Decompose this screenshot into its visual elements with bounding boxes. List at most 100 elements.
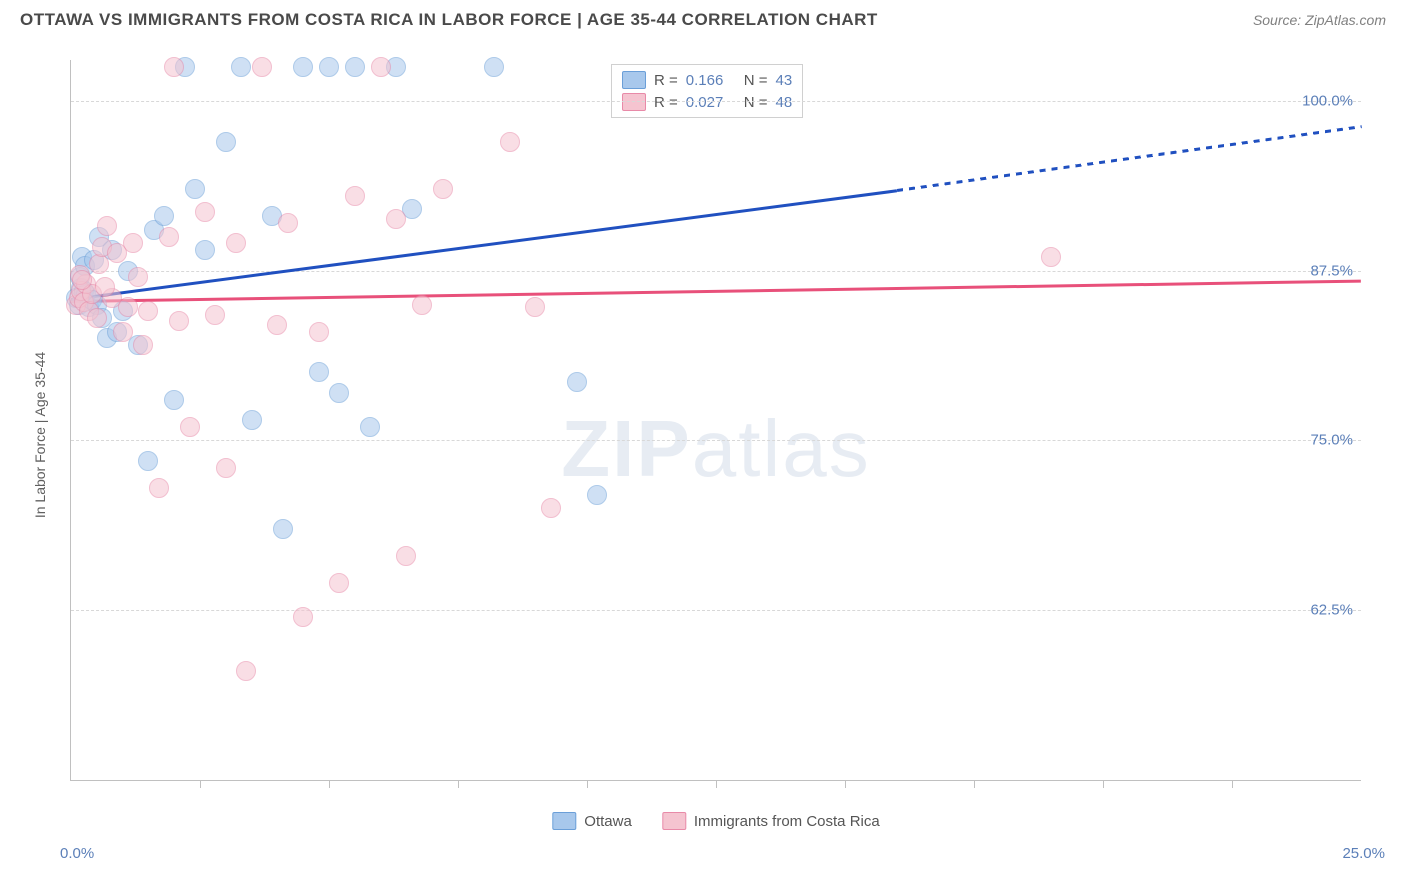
legend-item-costa-rica: Immigrants from Costa Rica <box>662 812 880 830</box>
scatter-point <box>541 498 561 518</box>
scatter-point <box>195 240 215 260</box>
x-max-label: 25.0% <box>1342 845 1385 862</box>
scatter-point <box>226 233 246 253</box>
scatter-point <box>293 57 313 77</box>
scatter-point <box>149 478 169 498</box>
swatch-blue-icon <box>552 812 576 830</box>
gridline-h <box>71 101 1361 102</box>
scatter-point <box>587 485 607 505</box>
scatter-point <box>252 57 272 77</box>
y-tick-label: 62.5% <box>1310 602 1353 619</box>
x-tick <box>458 780 459 788</box>
legend-label-ottawa: Ottawa <box>584 813 632 830</box>
watermark: ZIPatlas <box>561 403 870 495</box>
scatter-point <box>87 308 107 328</box>
source-label: Source: ZipAtlas.com <box>1253 12 1386 28</box>
gridline-h <box>71 610 1361 611</box>
scatter-point <box>293 607 313 627</box>
scatter-point <box>216 458 236 478</box>
trend-line-pink <box>71 280 1361 303</box>
scatter-point <box>118 297 138 317</box>
scatter-point <box>195 202 215 222</box>
scatter-point <box>433 179 453 199</box>
n-label: N = <box>744 94 768 111</box>
scatter-point <box>360 417 380 437</box>
scatter-point <box>231 57 251 77</box>
scatter-point <box>113 322 133 342</box>
x-tick <box>845 780 846 788</box>
legend-row-pink: R = 0.027 N = 48 <box>622 91 792 113</box>
scatter-point <box>180 417 200 437</box>
scatter-point <box>128 267 148 287</box>
x-tick <box>1232 780 1233 788</box>
scatter-point <box>412 295 432 315</box>
swatch-pink-icon <box>662 812 686 830</box>
n-value-blue: 43 <box>776 72 793 89</box>
scatter-point <box>484 57 504 77</box>
plot-area: ZIPatlas R = 0.166 N = 43 R = 0.027 N = … <box>70 60 1361 781</box>
scatter-point <box>216 132 236 152</box>
swatch-blue-icon <box>622 71 646 89</box>
scatter-point <box>567 372 587 392</box>
y-axis-label: In Labor Force | Age 35-44 <box>32 352 48 518</box>
watermark-bold: ZIP <box>561 404 691 493</box>
x-tick <box>200 780 201 788</box>
y-tick-label: 75.0% <box>1310 432 1353 449</box>
scatter-point <box>273 519 293 539</box>
gridline-h <box>71 440 1361 441</box>
scatter-point <box>1041 247 1061 267</box>
x-min-label: 0.0% <box>60 845 94 862</box>
chart-title: OTTAWA VS IMMIGRANTS FROM COSTA RICA IN … <box>20 10 878 30</box>
scatter-point <box>329 383 349 403</box>
r-value-blue: 0.166 <box>686 72 736 89</box>
x-tick <box>974 780 975 788</box>
scatter-point <box>164 390 184 410</box>
scatter-point <box>345 186 365 206</box>
x-tick <box>716 780 717 788</box>
scatter-point <box>72 270 92 290</box>
scatter-point <box>95 277 115 297</box>
scatter-point <box>319 57 339 77</box>
scatter-point <box>169 311 189 331</box>
legend-item-ottawa: Ottawa <box>552 812 632 830</box>
n-label: N = <box>744 72 768 89</box>
scatter-point <box>123 233 143 253</box>
r-value-pink: 0.027 <box>686 94 736 111</box>
chart-container: In Labor Force | Age 35-44 ZIPatlas R = … <box>50 50 1380 820</box>
x-tick <box>587 780 588 788</box>
scatter-point <box>278 213 298 233</box>
scatter-point <box>396 546 416 566</box>
x-tick <box>1103 780 1104 788</box>
r-label: R = <box>654 94 678 111</box>
scatter-point <box>309 322 329 342</box>
scatter-point <box>97 216 117 236</box>
legend-label-costa-rica: Immigrants from Costa Rica <box>694 813 880 830</box>
scatter-point <box>164 57 184 77</box>
r-label: R = <box>654 72 678 89</box>
scatter-point <box>386 209 406 229</box>
y-tick-label: 100.0% <box>1302 92 1353 109</box>
scatter-point <box>154 206 174 226</box>
scatter-point <box>371 57 391 77</box>
swatch-pink-icon <box>622 93 646 111</box>
scatter-point <box>309 362 329 382</box>
scatter-point <box>242 410 262 430</box>
header: OTTAWA VS IMMIGRANTS FROM COSTA RICA IN … <box>0 0 1406 30</box>
scatter-point <box>185 179 205 199</box>
scatter-point <box>159 227 179 247</box>
scatter-point <box>500 132 520 152</box>
scatter-point <box>138 451 158 471</box>
legend-bottom: Ottawa Immigrants from Costa Rica <box>552 812 879 830</box>
scatter-point <box>133 335 153 355</box>
watermark-rest: atlas <box>692 404 871 493</box>
legend-row-blue: R = 0.166 N = 43 <box>622 69 792 91</box>
scatter-point <box>205 305 225 325</box>
trend-line-blue-dashed <box>896 125 1361 191</box>
y-tick-label: 87.5% <box>1310 262 1353 279</box>
x-tick <box>329 780 330 788</box>
scatter-point <box>525 297 545 317</box>
trend-line-blue <box>71 189 897 300</box>
scatter-point <box>345 57 365 77</box>
n-value-pink: 48 <box>776 94 793 111</box>
scatter-point <box>329 573 349 593</box>
